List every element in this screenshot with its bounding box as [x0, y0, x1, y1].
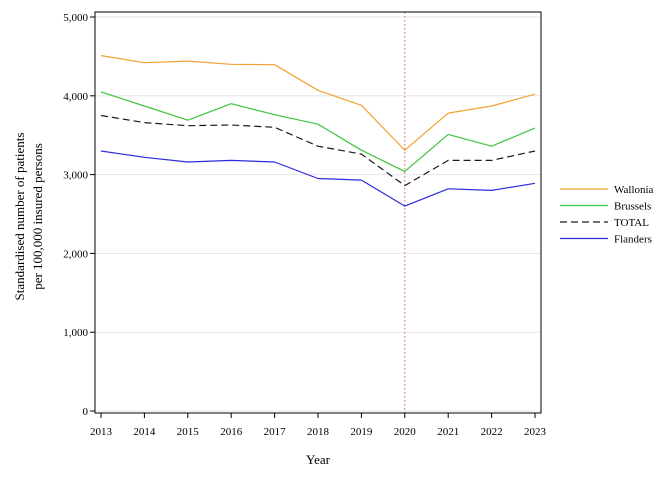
- y-tick-label-4: 4,000: [63, 91, 88, 103]
- x-tick-label-3: 2016: [220, 426, 243, 438]
- y-tick-label-1: 1,000: [63, 327, 88, 339]
- y-tick-label-0: 0: [83, 406, 89, 418]
- series-line-brussels: [100, 91, 536, 172]
- x-tick-label-0: 2013: [90, 426, 113, 438]
- x-tick-label-1: 2014: [133, 426, 156, 438]
- x-tick-label-8: 2021: [437, 426, 459, 438]
- series-line-flanders: [100, 150, 536, 207]
- legend: Wallonia Brussels TOTAL Flanders: [560, 184, 654, 246]
- y-axis: 0 1,000 2,000 3,000 4,000 5,000: [63, 12, 95, 418]
- x-tick-label-9: 2022: [481, 426, 503, 438]
- x-tick-label-6: 2019: [350, 426, 373, 438]
- series-lines: [100, 55, 536, 207]
- series-line-wallonia: [100, 55, 536, 151]
- x-tick-label-7: 2020: [394, 426, 417, 438]
- legend-label-total: TOTAL: [614, 217, 649, 229]
- series-line-total: [100, 114, 536, 187]
- y-tick-label-5: 5,000: [63, 12, 88, 24]
- x-axis: 2013 2014 2015 2016 2017 2018 2019 2020 2021 2022…: [90, 413, 547, 438]
- plot-frame: [94, 11, 542, 414]
- grid-lines: [95, 16, 541, 412]
- y-axis-title-line-2: per 100,000 insured persons: [30, 143, 45, 290]
- x-tick-label-2: 2015: [177, 426, 200, 438]
- x-tick-label-5: 2018: [307, 426, 330, 438]
- x-tick-label-4: 2017: [264, 426, 287, 438]
- x-tick-label-10: 2023: [524, 426, 547, 438]
- legend-label-wallonia: Wallonia: [614, 184, 654, 196]
- legend-label-brussels: Brussels: [614, 201, 651, 213]
- y-tick-label-3: 3,000: [63, 170, 88, 182]
- legend-label-flanders: Flanders: [614, 234, 652, 246]
- y-axis-title-line-1: Standardised number of patients: [12, 133, 27, 301]
- y-tick-label-2: 2,000: [63, 248, 88, 260]
- y-axis-title: Standardised number of patients per 100,…: [12, 133, 45, 301]
- x-axis-title: Year: [306, 452, 331, 467]
